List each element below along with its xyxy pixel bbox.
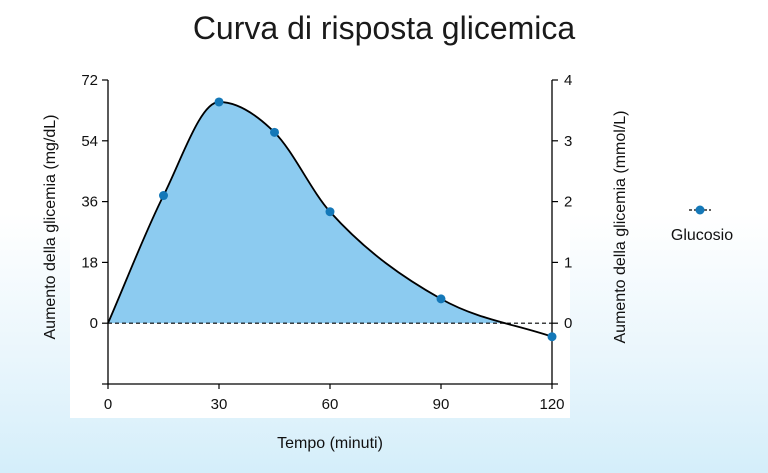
y2-tick-label: 2: [564, 194, 572, 211]
y-axis-label-left: Aumento della glicemia (mg/dL): [42, 115, 59, 340]
data-point-glucosio: [436, 294, 446, 304]
chart-title: Curva di risposta glicemica: [192, 10, 576, 46]
y-tick-label: 54: [81, 133, 98, 150]
y-tick-label: 18: [81, 254, 98, 271]
data-point-glucosio: [547, 332, 557, 342]
x-tick-label: 30: [211, 396, 228, 413]
legend: Glucosio: [671, 205, 733, 244]
data-point-glucosio: [270, 127, 279, 137]
y-tick-label: 36: [81, 194, 98, 211]
x-axis-label: Tempo (minuti): [277, 435, 383, 452]
y2-tick-label: 4: [564, 72, 572, 89]
axes-layer: 0 18 36 54 72 0 1 2 3 4 0 30 60 90 120: [81, 72, 572, 413]
x-tick-label: 0: [104, 396, 112, 413]
x-tick-label: 60: [322, 396, 339, 413]
labels-layer: Tempo (minuti) Aumento della glicemia (mg…: [42, 111, 629, 452]
legend-label-glucosio: Glucosio: [671, 227, 733, 244]
y2-tick-label: 1: [564, 254, 572, 271]
x-tick-label: 90: [433, 396, 450, 413]
y-tick-label: 0: [90, 315, 98, 332]
data-point-glucosio: [214, 97, 224, 107]
y2-tick-label: 0: [564, 315, 572, 332]
x-tick-label: 120: [539, 396, 564, 413]
y-tick-label: 72: [81, 72, 98, 89]
data-point-glucosio: [159, 191, 168, 201]
y-axis-label-right: Aumento della glicemia (mmol/L): [612, 111, 629, 344]
marks-layer: [107, 97, 557, 342]
legend-marker-glucosio: [695, 205, 705, 215]
data-point-glucosio: [325, 207, 335, 217]
y2-tick-label: 3: [564, 133, 572, 150]
